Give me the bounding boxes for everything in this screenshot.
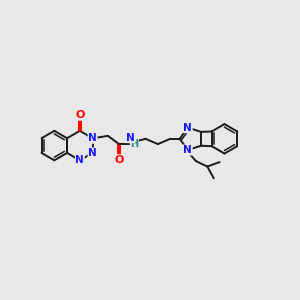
Text: N: N (75, 155, 84, 165)
Text: O: O (114, 155, 124, 165)
Text: N: N (88, 148, 97, 158)
Text: H: H (130, 139, 138, 149)
Text: N: N (184, 123, 192, 133)
Text: N: N (184, 145, 192, 155)
Text: N: N (126, 133, 135, 142)
Text: N: N (88, 133, 97, 143)
Text: O: O (75, 110, 85, 120)
